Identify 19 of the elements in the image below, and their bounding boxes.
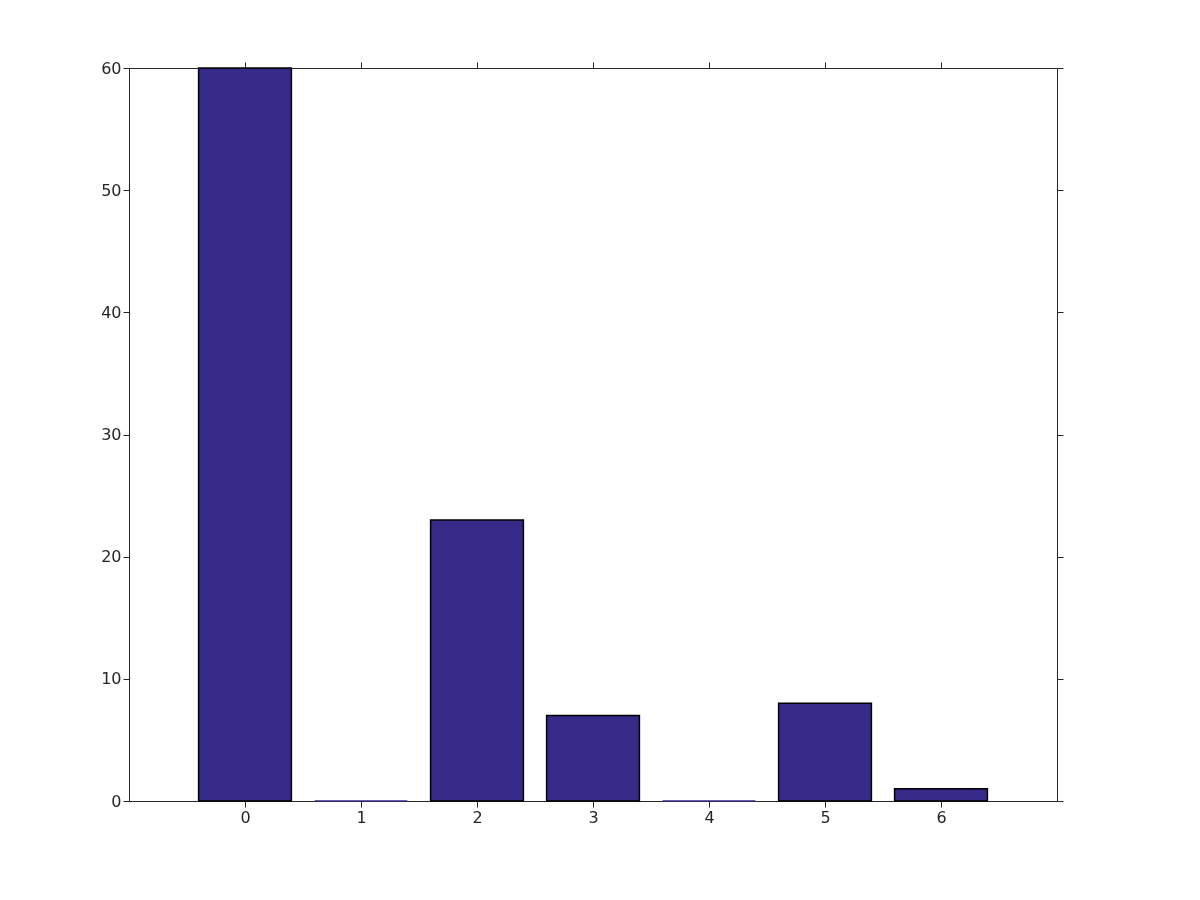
x-tick-label: 1 bbox=[356, 807, 367, 827]
bar bbox=[197, 67, 293, 802]
y-tick-label: 20 bbox=[101, 547, 122, 567]
y-tick-label: 0 bbox=[111, 791, 122, 811]
y-tick-label: 50 bbox=[101, 180, 122, 200]
x-tick-label: 0 bbox=[240, 807, 251, 827]
bar bbox=[545, 714, 641, 802]
y-tick-label: 30 bbox=[101, 425, 122, 444]
x-tick-label: 5 bbox=[820, 807, 831, 827]
x-tick-label: 4 bbox=[704, 807, 715, 827]
bar bbox=[893, 788, 989, 802]
y-tick-label: 10 bbox=[101, 669, 122, 689]
x-tick-label: 2 bbox=[472, 807, 483, 827]
y-tick-label: 40 bbox=[101, 302, 122, 322]
bar bbox=[429, 519, 525, 802]
x-tick-label: 6 bbox=[936, 807, 947, 827]
bar bbox=[777, 702, 873, 802]
y-tick-label: 60 bbox=[101, 58, 122, 78]
x-tick-label: 3 bbox=[588, 807, 599, 827]
